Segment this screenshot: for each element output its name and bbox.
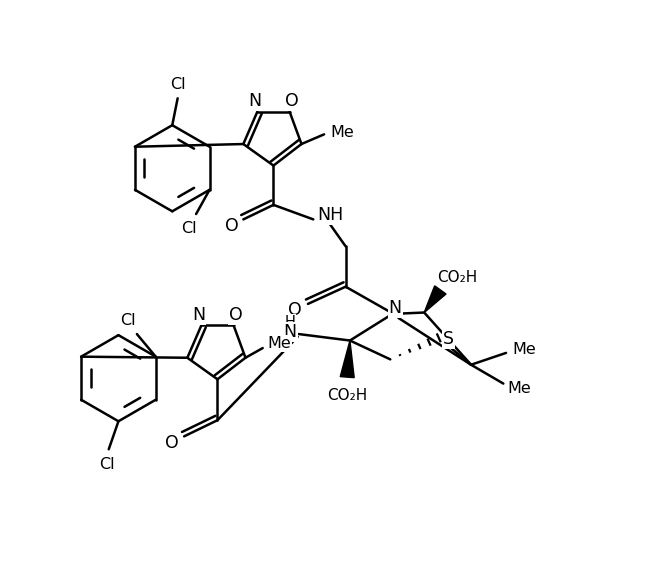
Polygon shape bbox=[424, 286, 446, 312]
Text: NH: NH bbox=[317, 206, 344, 224]
Text: Cl: Cl bbox=[182, 221, 197, 236]
Text: S: S bbox=[443, 330, 454, 348]
Text: Cl: Cl bbox=[170, 77, 185, 93]
Text: O: O bbox=[229, 306, 243, 324]
Text: Me: Me bbox=[508, 382, 532, 396]
Text: H: H bbox=[285, 315, 296, 329]
Text: Cl: Cl bbox=[120, 312, 136, 328]
Text: Cl: Cl bbox=[99, 457, 114, 472]
Text: O: O bbox=[286, 92, 299, 110]
Text: O: O bbox=[225, 217, 238, 235]
Polygon shape bbox=[340, 341, 354, 378]
Text: Me: Me bbox=[512, 342, 536, 357]
Text: N: N bbox=[284, 323, 297, 341]
Text: N: N bbox=[248, 92, 261, 110]
Text: Me: Me bbox=[330, 125, 354, 140]
Text: O: O bbox=[165, 434, 179, 452]
Text: CO₂H: CO₂H bbox=[437, 270, 477, 285]
Text: CO₂H: CO₂H bbox=[327, 388, 368, 403]
Text: N: N bbox=[389, 299, 402, 317]
Text: Me: Me bbox=[267, 336, 291, 351]
Text: O: O bbox=[287, 302, 301, 319]
Text: N: N bbox=[192, 306, 205, 324]
